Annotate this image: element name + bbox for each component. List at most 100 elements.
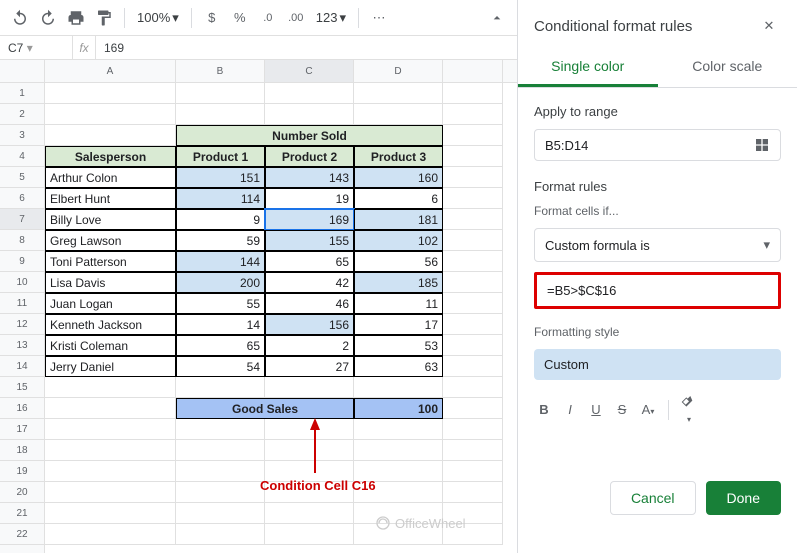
row-header-20[interactable]: 20 [0, 482, 44, 503]
row-header-19[interactable]: 19 [0, 461, 44, 482]
cell[interactable]: 65 [176, 335, 265, 356]
tab-color-scale[interactable]: Color scale [658, 48, 797, 87]
cell[interactable] [443, 398, 503, 419]
row-header-15[interactable]: 15 [0, 377, 44, 398]
tab-single-color[interactable]: Single color [518, 48, 658, 87]
cell[interactable] [45, 461, 176, 482]
col-header-a[interactable]: A [45, 60, 176, 82]
row-header-13[interactable]: 13 [0, 335, 44, 356]
cell[interactable]: 143 [265, 167, 354, 188]
cell[interactable] [443, 146, 503, 167]
cell[interactable]: 114 [176, 188, 265, 209]
row-header-10[interactable]: 10 [0, 272, 44, 293]
cell[interactable] [45, 398, 176, 419]
cell[interactable] [265, 524, 354, 545]
more-button[interactable]: ⋯ [367, 6, 391, 30]
cell[interactable] [45, 125, 176, 146]
currency-button[interactable]: $ [200, 6, 224, 30]
cell[interactable] [443, 272, 503, 293]
style-preview[interactable]: Custom [534, 349, 781, 380]
cell[interactable] [45, 482, 176, 503]
cell[interactable] [443, 377, 503, 398]
close-icon[interactable]: ✕ [757, 14, 781, 38]
row-header-7[interactable]: 7 [0, 209, 44, 230]
cell[interactable] [443, 482, 503, 503]
row-header-22[interactable]: 22 [0, 524, 44, 545]
strike-button[interactable]: S [612, 402, 632, 417]
row-header-5[interactable]: 5 [0, 167, 44, 188]
cell[interactable]: 102 [354, 230, 443, 251]
row-header-3[interactable]: 3 [0, 125, 44, 146]
row-header-8[interactable]: 8 [0, 230, 44, 251]
cell[interactable] [45, 104, 176, 125]
cell[interactable]: Elbert Hunt [45, 188, 176, 209]
cell[interactable]: 54 [176, 356, 265, 377]
cell[interactable]: 6 [354, 188, 443, 209]
cell[interactable]: Toni Patterson [45, 251, 176, 272]
row-header-17[interactable]: 17 [0, 419, 44, 440]
formula-input[interactable]: 169 [96, 41, 132, 55]
cell[interactable]: Product 2 [265, 146, 354, 167]
cell[interactable] [176, 419, 265, 440]
cell[interactable] [176, 104, 265, 125]
cell[interactable]: Jerry Daniel [45, 356, 176, 377]
cell[interactable] [45, 524, 176, 545]
row-header-1[interactable]: 1 [0, 83, 44, 104]
paint-format-button[interactable] [92, 6, 116, 30]
cell[interactable]: Billy Love [45, 209, 176, 230]
cell[interactable] [443, 167, 503, 188]
cells-area[interactable]: Number SoldSalespersonProduct 1Product 2… [45, 83, 517, 545]
cell[interactable]: 185 [354, 272, 443, 293]
cell[interactable] [354, 104, 443, 125]
cell[interactable] [443, 419, 503, 440]
cell[interactable]: 200 [176, 272, 265, 293]
cell[interactable] [443, 125, 503, 146]
cell[interactable] [443, 209, 503, 230]
text-color-button[interactable]: A▾ [638, 402, 658, 417]
cell[interactable] [265, 104, 354, 125]
cell[interactable] [176, 482, 265, 503]
cell[interactable]: 53 [354, 335, 443, 356]
redo-button[interactable] [36, 6, 60, 30]
cell[interactable]: 160 [354, 167, 443, 188]
cancel-button[interactable]: Cancel [610, 481, 696, 515]
cell[interactable] [176, 377, 265, 398]
cell[interactable]: 27 [265, 356, 354, 377]
collapse-toolbar-button[interactable] [485, 6, 509, 30]
cell[interactable]: 156 [265, 314, 354, 335]
cell[interactable]: 55 [176, 293, 265, 314]
cell[interactable] [265, 440, 354, 461]
formula-input[interactable]: =B5>$C$16 [534, 272, 781, 309]
cell[interactable]: 181 [354, 209, 443, 230]
bold-button[interactable]: B [534, 402, 554, 417]
cell[interactable] [265, 419, 354, 440]
undo-button[interactable] [8, 6, 32, 30]
cell[interactable]: 155 [265, 230, 354, 251]
done-button[interactable]: Done [706, 481, 781, 515]
cell[interactable] [176, 461, 265, 482]
col-header-d[interactable]: D [354, 60, 443, 82]
print-button[interactable] [64, 6, 88, 30]
cell[interactable]: Product 1 [176, 146, 265, 167]
cell[interactable]: 11 [354, 293, 443, 314]
cell[interactable] [443, 230, 503, 251]
row-header-11[interactable]: 11 [0, 293, 44, 314]
col-header-e[interactable] [443, 60, 503, 82]
cell[interactable] [443, 251, 503, 272]
name-box[interactable]: C7 ▾ [0, 41, 72, 55]
cell[interactable] [176, 83, 265, 104]
cell[interactable]: 65 [265, 251, 354, 272]
increase-decimal-button[interactable]: .00 [284, 6, 308, 30]
cell[interactable]: 2 [265, 335, 354, 356]
cell[interactable] [443, 104, 503, 125]
cell[interactable]: Juan Logan [45, 293, 176, 314]
cell[interactable]: Arthur Colon [45, 167, 176, 188]
cell[interactable] [354, 83, 443, 104]
row-header-21[interactable]: 21 [0, 503, 44, 524]
more-formats-dropdown[interactable]: 123▾ [312, 10, 350, 26]
cell[interactable] [443, 188, 503, 209]
row-header-6[interactable]: 6 [0, 188, 44, 209]
fill-color-button[interactable]: ▾ [679, 394, 699, 425]
cell[interactable]: Kristi Coleman [45, 335, 176, 356]
cell[interactable] [45, 83, 176, 104]
